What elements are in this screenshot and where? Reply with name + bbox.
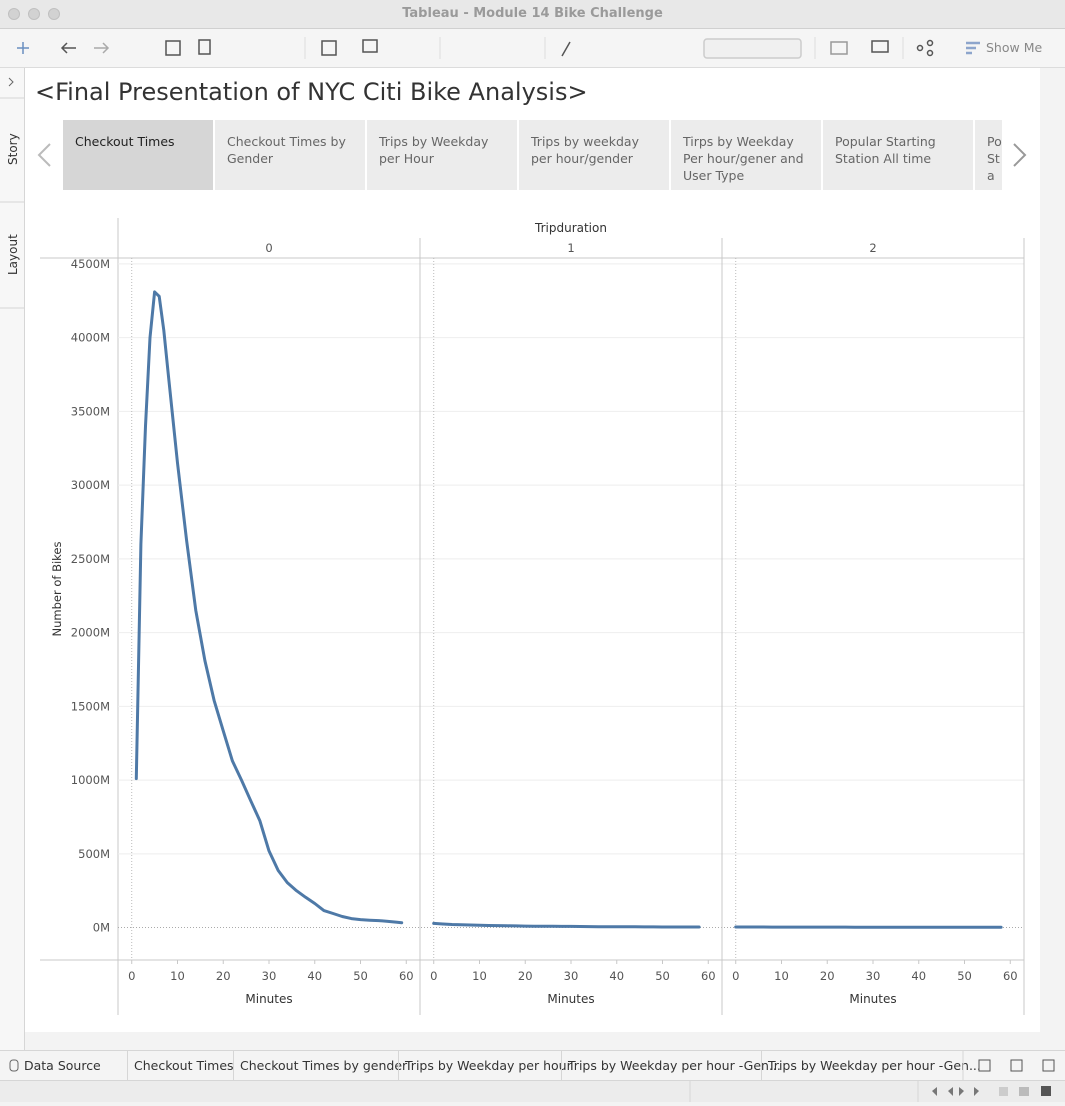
y-tick-label: 2000M — [71, 626, 110, 640]
x-axis-title: Minutes — [245, 992, 292, 1006]
next-button[interactable] — [959, 1087, 964, 1096]
x-tick-label: 20 — [216, 969, 231, 983]
y-tick-label: 0M — [93, 921, 110, 935]
x-tick-label: 0 — [732, 969, 739, 983]
line-series — [434, 923, 699, 927]
panel-header: 2 — [869, 241, 876, 255]
x-tick-label: 10 — [774, 969, 789, 983]
x-tick-label: 50 — [353, 969, 368, 983]
film-view[interactable] — [1041, 1086, 1051, 1096]
list-view[interactable] — [1019, 1087, 1029, 1096]
sheet-tab[interactable]: Checkout Times by gender — [233, 1051, 407, 1081]
x-tick-label: 60 — [1003, 969, 1018, 983]
y-tick-label: 3500M — [71, 404, 110, 418]
line-series — [136, 292, 401, 923]
x-tick-label: 40 — [307, 969, 322, 983]
sheet-tab[interactable]: Trips by Weekday per hour — [398, 1051, 572, 1081]
prev-button[interactable] — [948, 1087, 953, 1096]
x-tick-label: 20 — [518, 969, 533, 983]
sheet-tab[interactable]: Trips by Weekday per hour -Gen... — [761, 1051, 981, 1081]
status-bar — [0, 1080, 1065, 1102]
x-tick-label: 60 — [701, 969, 716, 983]
x-tick-label: 50 — [957, 969, 972, 983]
y-tick-label: 3000M — [71, 478, 110, 492]
status-icons — [0, 1081, 1065, 1102]
y-tick-label: 2500M — [71, 552, 110, 566]
x-tick-label: 20 — [820, 969, 835, 983]
x-tick-label: 30 — [866, 969, 881, 983]
y-tick-label: 4000M — [71, 331, 110, 345]
x-tick-label: 60 — [399, 969, 414, 983]
sheet-tab[interactable]: Checkout Times — [127, 1051, 234, 1081]
x-tick-label: 0 — [128, 969, 135, 983]
panel-header: 0 — [265, 241, 272, 255]
y-tick-label: 1500M — [71, 699, 110, 713]
grid-view[interactable] — [999, 1087, 1008, 1096]
new-sheet-button[interactable] — [1043, 1060, 1054, 1071]
y-tick-label: 500M — [78, 847, 110, 861]
x-tick-label: 10 — [170, 969, 185, 983]
x-tick-label: 30 — [564, 969, 579, 983]
last-button[interactable] — [974, 1087, 980, 1096]
y-tick-label: 1000M — [71, 773, 110, 787]
x-axis-title: Minutes — [547, 992, 594, 1006]
sheet-tab[interactable]: Data Source — [0, 1051, 101, 1081]
x-tick-label: 0 — [430, 969, 437, 983]
x-tick-label: 40 — [609, 969, 624, 983]
facet-title: Tripduration — [534, 221, 607, 235]
x-tick-label: 40 — [911, 969, 926, 983]
y-axis-title: Number of Bikes — [50, 541, 64, 636]
x-axis-title: Minutes — [849, 992, 896, 1006]
new-sheet-button[interactable] — [1011, 1060, 1022, 1071]
sheet-tab[interactable]: Trips by Weekday per hour -Gen... — [561, 1051, 781, 1081]
y-tick-label: 4500M — [71, 257, 110, 271]
panel-header: 1 — [567, 241, 574, 255]
first-button[interactable] — [930, 1087, 937, 1096]
x-tick-label: 50 — [655, 969, 670, 983]
x-tick-label: 10 — [472, 969, 487, 983]
x-tick-label: 30 — [262, 969, 277, 983]
